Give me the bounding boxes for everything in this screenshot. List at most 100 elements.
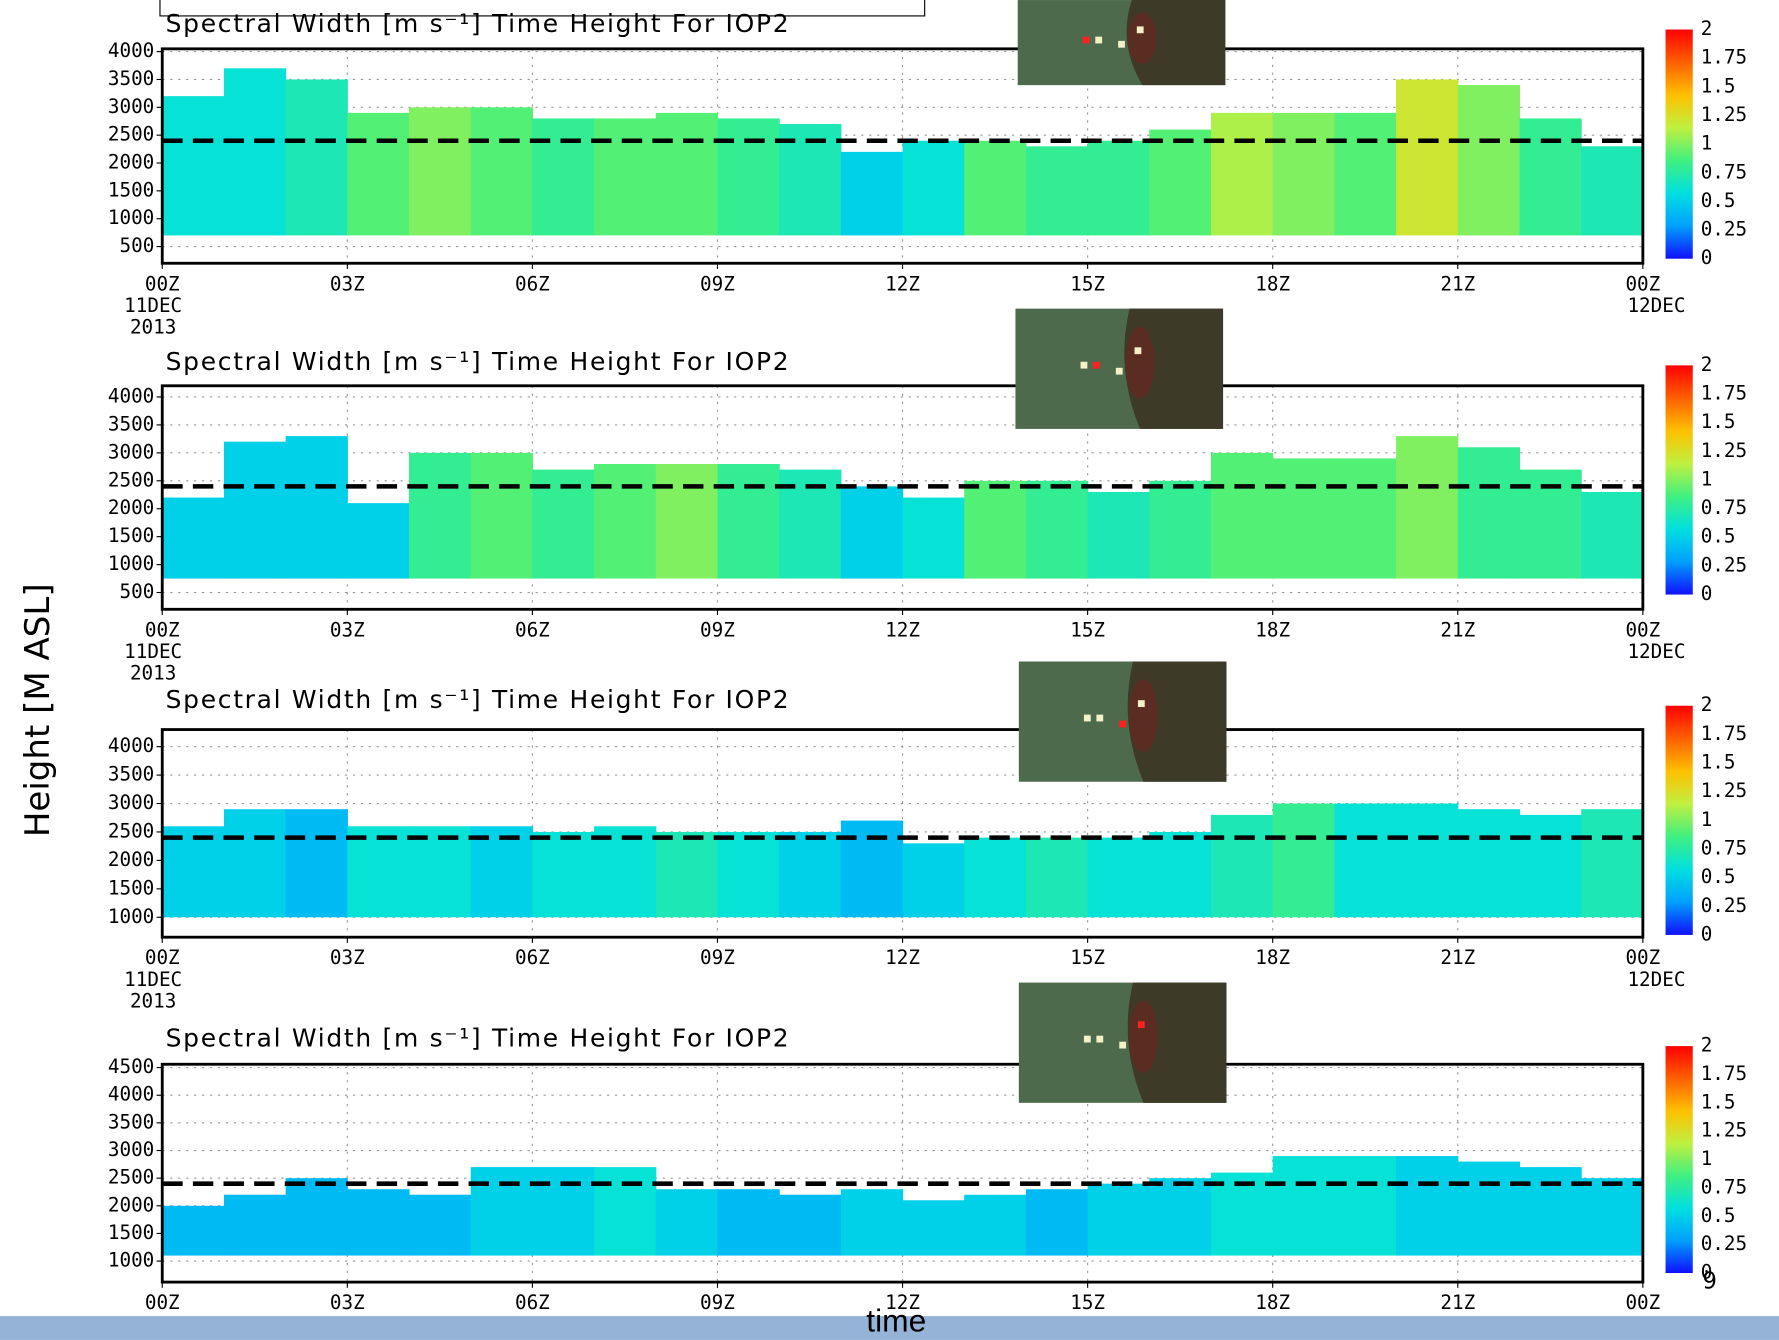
y-tick-label: 3000 — [108, 791, 154, 814]
echo-column — [1519, 1167, 1582, 1256]
map-site — [1080, 361, 1088, 369]
y-tick-label: 1000 — [108, 905, 154, 928]
x-tick-label: 21Z — [1440, 1291, 1475, 1314]
colorbar-tick-label: 1.25 — [1701, 779, 1747, 802]
echo-column — [1396, 79, 1459, 236]
echo-column — [223, 1194, 287, 1256]
y-tick-label: 2000 — [108, 1193, 154, 1216]
y-tick-label: 3000 — [108, 440, 154, 463]
x-tick-label: 15Z — [1070, 272, 1105, 295]
echo-column — [1457, 1161, 1521, 1256]
x-tick-label: 21Z — [1440, 272, 1475, 295]
map-site — [1096, 714, 1104, 722]
echo-column — [1457, 809, 1521, 918]
x-tick-label: 15Z — [1070, 946, 1105, 969]
colorbar-tick-label: 2 — [1701, 693, 1713, 716]
chart-title: Spectral Width [m s⁻¹] Time Height For I… — [166, 9, 791, 38]
x-axis-label: time — [866, 1302, 926, 1338]
colorbar-tick-label: 0.5 — [1701, 525, 1736, 548]
echo-column — [902, 497, 965, 579]
footer-band — [0, 1316, 1779, 1340]
echo-column — [470, 826, 533, 918]
x-tick-label: 18Z — [1255, 618, 1290, 641]
colorbar-tick-label: 1 — [1701, 1147, 1713, 1170]
echo-column — [902, 843, 965, 918]
colorbar-tick-label: 0 — [1701, 1261, 1713, 1284]
y-tick-label: 1500 — [108, 1221, 154, 1244]
echo-column — [1149, 1178, 1212, 1256]
map-site — [1083, 714, 1091, 722]
y-tick-label: 3500 — [108, 412, 154, 435]
y-tick-label: 2500 — [108, 468, 154, 491]
echo-column — [532, 118, 595, 236]
echo-column — [1581, 491, 1644, 579]
echo-column — [902, 1200, 965, 1256]
echo-column — [1334, 458, 1397, 579]
date-label: 2013 — [130, 315, 176, 338]
x-tick-label: 21Z — [1440, 618, 1475, 641]
map-site — [1118, 40, 1125, 48]
map-site — [1096, 1035, 1104, 1043]
echo-column — [347, 503, 410, 579]
y-tick-label: 1000 — [108, 552, 154, 575]
y-tick-label: 2000 — [108, 496, 154, 519]
echo-column — [1211, 1172, 1274, 1256]
x-tick-label: 15Z — [1070, 618, 1105, 641]
echo-column — [1396, 1156, 1459, 1256]
colorbar-tick-label: 0 — [1701, 582, 1713, 605]
y-tick-label: 500 — [120, 234, 155, 257]
echo-column — [1581, 146, 1644, 236]
date-label: 2013 — [130, 989, 176, 1012]
colorbar — [1665, 29, 1693, 259]
echo-column — [840, 820, 904, 918]
x-tick-label: 03Z — [330, 946, 365, 969]
map-site — [1115, 367, 1123, 375]
colorbar-tick-label: 1.25 — [1701, 439, 1747, 462]
map-site — [1137, 700, 1145, 707]
echo-column — [285, 79, 348, 236]
x-tick-label: 06Z — [515, 618, 550, 641]
date-label: 11DEC — [124, 294, 182, 317]
x-tick-label: 12Z — [885, 272, 920, 295]
colorbar-tick-label: 0.5 — [1701, 189, 1736, 212]
y-tick-label: 1500 — [108, 524, 154, 547]
date-label: 12DEC — [1627, 294, 1685, 317]
x-tick-label: 00Z — [145, 946, 180, 969]
y-tick-label: 3500 — [108, 763, 154, 786]
colorbar — [1665, 365, 1693, 595]
echo-column — [655, 464, 719, 579]
plot-frame — [160, 47, 1645, 265]
y-tick-label: 4000 — [108, 384, 154, 407]
chart-title: Spectral Width [m s⁻¹] Time Height For I… — [166, 1023, 791, 1052]
echo-column — [162, 497, 225, 579]
colorbar-tick-label: 2 — [1701, 1034, 1713, 1057]
echo-column — [1334, 1156, 1397, 1256]
y-tick-label: 2500 — [108, 1166, 154, 1189]
echo-column — [1457, 85, 1521, 236]
echo-column — [347, 112, 410, 236]
echo-column — [470, 107, 533, 236]
echo-column — [964, 837, 1027, 918]
map-ridge — [1127, 12, 1157, 64]
slide-number: 9 — [1703, 1269, 1717, 1295]
x-tick-label: 06Z — [515, 946, 550, 969]
y-tick-label: 4000 — [108, 39, 154, 62]
echo-column — [717, 831, 780, 918]
echo-column — [1334, 112, 1397, 236]
x-tick-label: 18Z — [1255, 1291, 1290, 1314]
colorbar-tick-label: 0.75 — [1701, 496, 1747, 519]
map-site — [1095, 36, 1103, 44]
chart-title: Spectral Width [m s⁻¹] Time Height For I… — [166, 685, 791, 714]
x-tick-label: 12Z — [885, 1291, 920, 1314]
map-site — [1134, 347, 1142, 355]
map-ridge — [1128, 679, 1158, 752]
echo-column — [162, 96, 225, 236]
echo-column — [964, 1194, 1027, 1256]
colorbar-tick-label: 1 — [1701, 467, 1713, 490]
echo-column — [1211, 452, 1274, 579]
echo-column — [964, 140, 1027, 236]
echo-column — [779, 1194, 842, 1256]
map-site — [1083, 1035, 1091, 1043]
colorbar-tick-label: 0.5 — [1701, 1204, 1736, 1227]
